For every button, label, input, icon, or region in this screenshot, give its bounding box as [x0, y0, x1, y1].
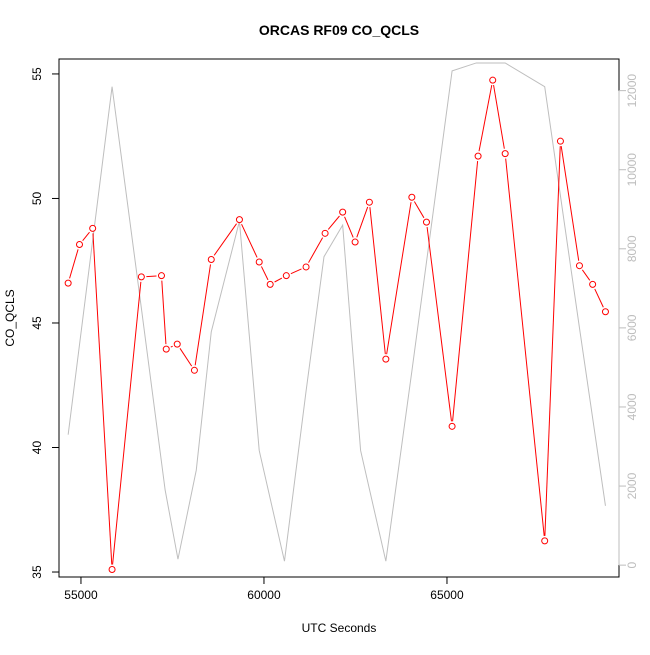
series-line-segment [161, 280, 167, 345]
data-point [365, 198, 373, 206]
data-point [235, 216, 243, 224]
data-point [422, 218, 430, 226]
series-line-segment [356, 206, 369, 238]
series-line-segment [594, 288, 604, 308]
series-line-segment [82, 231, 90, 241]
data-point [589, 280, 597, 288]
data-point [282, 272, 290, 280]
data-point [489, 76, 497, 84]
data-point [266, 280, 274, 288]
series-line-segment [241, 223, 258, 258]
y2-tick-label: 8000 [625, 235, 639, 262]
y-axis: 35 40 45 50 55 [30, 67, 59, 579]
series-line-segment [344, 216, 354, 238]
data-point [108, 566, 116, 574]
series-line-segment [386, 202, 412, 355]
series-line-segment [544, 146, 561, 536]
data-point [173, 340, 181, 348]
series-line-segment [69, 249, 79, 279]
series-line-segment [478, 84, 493, 152]
data-point [448, 422, 456, 430]
x-axis: 55000 60000 65000 [64, 577, 464, 602]
y-tick-label: 50 [30, 191, 44, 205]
data-point [408, 193, 416, 201]
series-line-segment [274, 277, 283, 283]
series-layer [64, 62, 609, 574]
data-point [75, 241, 83, 249]
data-point [575, 262, 583, 270]
series-line-segment [179, 348, 193, 367]
data-point [474, 152, 482, 160]
series-line-segment [493, 85, 505, 149]
y2-tick-label: 4000 [625, 393, 639, 420]
data-point [137, 273, 145, 281]
data-point [207, 255, 215, 263]
series-line-segment [369, 207, 386, 355]
data-point [601, 308, 609, 316]
series-line-segment [260, 266, 269, 281]
data-point [339, 208, 347, 216]
series-line-secondary [67, 62, 606, 562]
data-point [501, 150, 509, 158]
x-tick-label: 60000 [247, 588, 281, 602]
series-line-segment [194, 264, 212, 366]
series-line-segment [581, 269, 591, 281]
data-point [255, 258, 263, 266]
data-point [162, 345, 170, 353]
y-axis-label: CO_QCLS [3, 289, 17, 346]
data-point [190, 366, 198, 374]
x-axis-label: UTC Seconds [302, 621, 377, 635]
y2-axis: 0 2000 4000 6000 8000 10000 12000 [618, 74, 639, 568]
y-tick-label: 55 [30, 67, 44, 81]
series-line-segment [327, 215, 340, 230]
y2-tick-label: 10000 [625, 153, 639, 187]
x-tick-label: 55000 [64, 588, 98, 602]
series-line-segment [413, 201, 425, 219]
series-line-segment [505, 158, 545, 536]
series-line-segment [560, 146, 580, 261]
y2-tick-label: 2000 [625, 472, 639, 499]
y2-tick-label: 12000 [625, 74, 639, 108]
series-line-segment [308, 237, 324, 263]
y-tick-label: 40 [30, 441, 44, 455]
data-point [89, 224, 97, 232]
data-point [382, 355, 390, 363]
data-point [556, 137, 564, 145]
y2-tick-label: 6000 [625, 314, 639, 341]
data-point [157, 272, 165, 280]
chart-title: ORCAS RF09 CO_QCLS [259, 22, 419, 38]
series-line-segment [146, 275, 157, 278]
series-line-segment [452, 161, 479, 422]
data-point [351, 238, 359, 246]
y2-tick-label: 0 [625, 561, 639, 568]
series-line-segment [112, 281, 142, 565]
data-point [541, 537, 549, 545]
series-line-segment [290, 268, 302, 275]
data-point [64, 279, 72, 287]
data-point [302, 263, 310, 271]
y-tick-label: 45 [30, 316, 44, 330]
data-point [321, 229, 329, 237]
series-line-segment [213, 223, 237, 256]
series-line-segment [426, 227, 452, 422]
series-line-segment [92, 233, 113, 565]
y-tick-label: 35 [30, 565, 44, 579]
series-line-segment [170, 345, 173, 348]
x-tick-label: 65000 [430, 588, 464, 602]
